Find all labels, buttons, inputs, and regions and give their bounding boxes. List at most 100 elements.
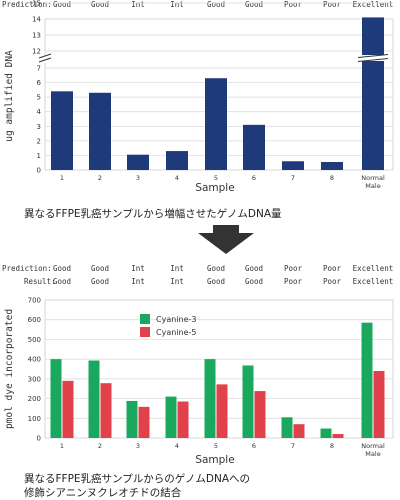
y-tick-label: 6 bbox=[37, 79, 42, 87]
y-tick-label: 4 bbox=[37, 108, 42, 116]
top-prediction-value: Poor bbox=[284, 0, 303, 9]
bar-cyanine-5 bbox=[254, 391, 266, 438]
bottom-prediction-value: Good bbox=[91, 264, 109, 273]
bar-cyanine-5 bbox=[177, 401, 189, 438]
x-tick-label: 6 bbox=[252, 442, 256, 450]
bottom-result-value: Int bbox=[170, 277, 184, 286]
bottom-prediction-value: Excellent bbox=[353, 264, 394, 273]
bottom-caption-line-1: 異なるFFPE乳癌サンプルからのゲノムDNAへの bbox=[24, 473, 251, 485]
bar bbox=[282, 161, 304, 170]
y-tick-label: 15 bbox=[32, 0, 41, 8]
y-tick-label: 7 bbox=[37, 65, 41, 73]
x-tick-label: Normal bbox=[361, 442, 385, 450]
x-tick-label: 1 bbox=[60, 174, 64, 182]
y-tick-label: 300 bbox=[28, 375, 41, 383]
bar-cyanine-5 bbox=[62, 380, 74, 438]
y-tick-label: 14 bbox=[32, 16, 41, 24]
bottom-y-tick-labels: 0 100 200 300 400 500 600 700 bbox=[28, 297, 41, 443]
legend-swatch-cyanine-3 bbox=[140, 314, 150, 324]
x-tick-label: 2 bbox=[98, 442, 102, 450]
y-tick-label: 200 bbox=[28, 395, 41, 403]
y-tick-label: 600 bbox=[28, 316, 41, 324]
y-tick-label: 12 bbox=[32, 48, 41, 56]
bar-break-mark bbox=[357, 54, 389, 58]
bottom-result-row: Result: Good Good Int Int Good Good Poor Poor Ex… bbox=[24, 277, 393, 286]
bar bbox=[89, 92, 111, 170]
bar-cyanine-5 bbox=[138, 406, 150, 438]
bottom-result-value: Good bbox=[91, 277, 109, 286]
x-tick-label: Male bbox=[365, 450, 380, 458]
bottom-chart: Prediction: Good Good Int Int Good Good Poor Po… bbox=[2, 264, 394, 466]
bar-cyanine-3 bbox=[165, 396, 177, 438]
bottom-result-value: Int bbox=[131, 277, 145, 286]
legend: Cyanine-3 Cyanine-5 bbox=[140, 314, 196, 337]
legend-label-cyanine-3: Cyanine-3 bbox=[156, 315, 196, 324]
bar bbox=[243, 124, 265, 170]
y-tick-label: 1 bbox=[37, 152, 41, 160]
x-tick-label: 4 bbox=[175, 174, 179, 182]
bar-cyanine-5 bbox=[100, 383, 112, 438]
bar-cyanine-3 bbox=[242, 365, 254, 438]
x-tick-label: 2 bbox=[98, 174, 102, 182]
top-prediction-value: Good bbox=[91, 0, 109, 9]
y-tick-label: 2 bbox=[37, 137, 41, 145]
top-prediction-value: Good bbox=[207, 0, 225, 9]
x-tick-label: 6 bbox=[252, 174, 256, 182]
bottom-result-label: Result: bbox=[24, 277, 56, 286]
top-x-axis-label: Sample bbox=[195, 182, 234, 194]
top-bars bbox=[51, 17, 384, 171]
top-chart: Prediction: Good Good Int Int Good Good Poor Po… bbox=[2, 0, 394, 194]
y-tick-label: 100 bbox=[28, 415, 41, 423]
bar-break-mark bbox=[357, 58, 389, 62]
top-prediction-value: Poor bbox=[323, 0, 342, 9]
x-tick-label: 4 bbox=[175, 442, 179, 450]
x-tick-label: 7 bbox=[291, 442, 295, 450]
x-tick-label: 3 bbox=[136, 174, 140, 182]
bar-break-gap bbox=[359, 55, 387, 61]
y-tick-label: 0 bbox=[37, 167, 41, 175]
bottom-y-axis-label: pmol dye incorporated bbox=[4, 309, 15, 429]
bar bbox=[362, 17, 384, 171]
bottom-prediction-row: Prediction: Good Good Int Int Good Good Poor Po… bbox=[2, 264, 393, 273]
top-prediction-value: Excellent bbox=[353, 0, 394, 9]
y-tick-label: 700 bbox=[28, 297, 41, 305]
bottom-result-value: Poor bbox=[323, 277, 342, 286]
x-tick-label: 5 bbox=[214, 442, 218, 450]
bottom-result-value: Good bbox=[53, 277, 71, 286]
axis-break-mark bbox=[38, 53, 52, 59]
bar-cyanine-5 bbox=[216, 384, 228, 438]
axis-break-mark bbox=[38, 57, 52, 63]
x-tick-label: 1 bbox=[60, 442, 64, 450]
bottom-result-value: Good bbox=[207, 277, 225, 286]
bottom-prediction-value: Good bbox=[245, 264, 263, 273]
y-tick-label: 5 bbox=[37, 94, 41, 102]
bottom-prediction-value: Poor bbox=[323, 264, 342, 273]
top-axis-break bbox=[38, 53, 389, 63]
y-tick-label: 3 bbox=[37, 123, 41, 131]
bar-cyanine-5 bbox=[373, 370, 385, 438]
y-tick-label: 13 bbox=[32, 32, 41, 40]
legend-swatch-cyanine-5 bbox=[140, 327, 150, 337]
y-tick-label: 400 bbox=[28, 356, 41, 364]
bottom-caption-line-2: 修飾シアニンヌクレオチドの結合 bbox=[24, 487, 182, 499]
bottom-result-value: Poor bbox=[284, 277, 303, 286]
x-tick-label: 7 bbox=[291, 174, 295, 182]
bar bbox=[51, 91, 73, 170]
bar-cyanine-3 bbox=[88, 360, 100, 438]
x-tick-label: 8 bbox=[330, 442, 334, 450]
bottom-result-value: Excellent bbox=[353, 277, 394, 286]
top-prediction-value: Int bbox=[131, 0, 145, 9]
x-tick-label: 8 bbox=[330, 174, 334, 182]
bar-cyanine-3 bbox=[50, 359, 62, 438]
top-prediction-label: Prediction: bbox=[2, 0, 52, 9]
bottom-prediction-label: Prediction: bbox=[2, 264, 52, 273]
x-tick-label: Male bbox=[365, 182, 380, 190]
bottom-prediction-value: Int bbox=[131, 264, 145, 273]
bottom-prediction-value: Int bbox=[170, 264, 184, 273]
top-y-axis-label: ug amplified DNA bbox=[4, 50, 15, 142]
bar-cyanine-3 bbox=[320, 428, 332, 438]
